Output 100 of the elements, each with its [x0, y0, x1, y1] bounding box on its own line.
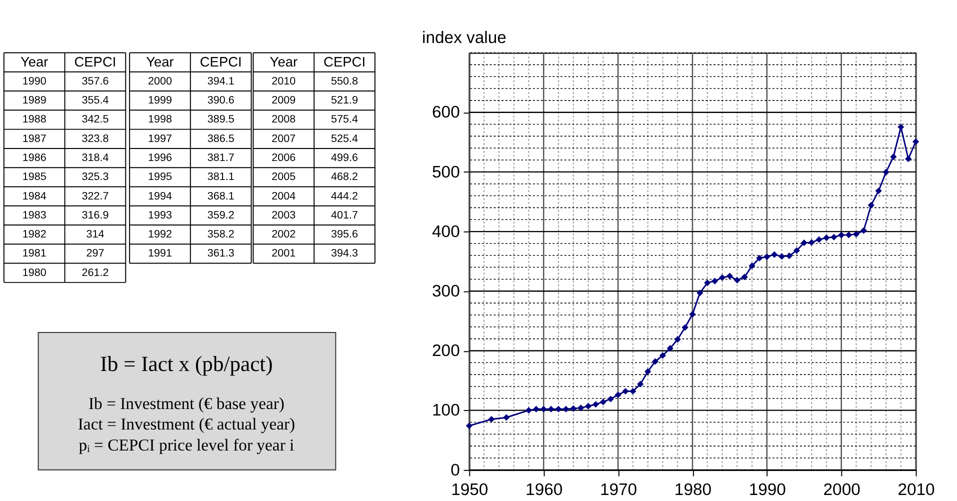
text: 550.8	[331, 75, 358, 88]
text: 1996	[148, 152, 172, 164]
text: 1980	[22, 266, 46, 279]
point	[800, 240, 808, 246]
point	[548, 406, 554, 412]
point	[466, 422, 472, 430]
point	[741, 274, 748, 280]
point	[771, 251, 778, 258]
text: 2008	[272, 114, 296, 126]
point	[734, 276, 740, 284]
text: 389.5	[207, 114, 234, 126]
x-tick-label: 1960	[526, 480, 563, 499]
text: 323.8	[82, 132, 109, 145]
text: Year	[20, 54, 49, 70]
y-tick-label: 600	[432, 102, 460, 122]
text: CEPCI	[200, 54, 242, 70]
text: 2002	[272, 228, 296, 241]
text: 318.4	[82, 152, 109, 164]
y-tick-label: 200	[432, 341, 460, 360]
text: 499.6	[331, 152, 358, 164]
text: 316.9	[82, 209, 109, 222]
point	[532, 406, 540, 412]
text: 395.6	[331, 228, 358, 241]
point	[696, 290, 704, 296]
text: 381.7	[207, 152, 234, 164]
text: 444.2	[331, 190, 358, 202]
point	[764, 254, 770, 260]
text: 1988	[22, 114, 46, 126]
text: 1983	[22, 209, 46, 222]
point	[793, 247, 800, 254]
point	[816, 236, 822, 243]
point	[718, 274, 726, 281]
point	[786, 252, 793, 260]
text: 525.4	[331, 132, 358, 145]
y-tick-label: 100	[432, 400, 460, 420]
x-tick-label: 1970	[600, 480, 638, 499]
point	[630, 388, 636, 395]
y-tick-label: 500	[432, 162, 460, 182]
text: 1990	[22, 75, 46, 88]
point	[689, 310, 696, 318]
point	[659, 352, 666, 359]
x-tick-label: 2000	[823, 480, 860, 499]
point	[682, 324, 688, 331]
text: 2005	[272, 171, 296, 184]
text: 1995	[148, 171, 172, 184]
point	[622, 388, 629, 395]
point	[860, 227, 867, 234]
text: pᵢ = CEPCI price level for year i	[78, 435, 295, 454]
text: 386.5	[207, 132, 234, 145]
text: 394.1	[207, 75, 234, 88]
text: Ib = Investment (€ base year)	[88, 394, 284, 414]
text: 361.3	[207, 248, 234, 260]
point	[592, 401, 600, 408]
point	[540, 406, 547, 412]
point	[845, 232, 852, 238]
text: 358.2	[207, 228, 234, 241]
text: 1994	[148, 190, 172, 202]
text: 322.7	[82, 190, 109, 202]
text: 359.2	[207, 209, 234, 222]
text: 342.5	[82, 114, 109, 126]
point	[898, 124, 904, 130]
text: 297	[86, 248, 104, 260]
text: 521.9	[331, 94, 358, 107]
point	[600, 398, 606, 406]
point	[890, 154, 897, 160]
text: 381.1	[207, 171, 234, 184]
text: 1989	[22, 94, 46, 107]
text: 325.3	[82, 171, 109, 184]
point	[852, 230, 860, 238]
text: 1986	[22, 152, 46, 164]
point	[674, 336, 681, 343]
point	[756, 254, 763, 262]
text: 1998	[148, 114, 172, 126]
point	[868, 202, 874, 208]
point	[905, 156, 912, 162]
text: 357.6	[82, 75, 109, 88]
point	[808, 239, 815, 246]
text: 2003	[272, 209, 296, 222]
text: 2000	[148, 75, 172, 88]
x-tick-label: 1990	[748, 480, 786, 499]
text: CEPCI	[324, 54, 366, 70]
text: 1982	[22, 228, 46, 241]
point	[555, 406, 562, 412]
point	[614, 392, 622, 398]
point	[652, 358, 659, 365]
text: 368.1	[207, 190, 234, 202]
text: 2006	[272, 152, 296, 164]
point	[637, 380, 644, 388]
point	[838, 232, 845, 238]
point	[570, 405, 577, 412]
text: 390.6	[207, 94, 234, 107]
point	[712, 278, 718, 284]
text: 1993	[148, 209, 172, 222]
text: CEPCI	[74, 54, 116, 70]
text: 468.2	[331, 171, 358, 184]
point	[704, 279, 711, 286]
y-tick-label: 300	[432, 282, 460, 301]
text: 314	[86, 228, 104, 241]
point	[666, 345, 674, 352]
text: 2010	[272, 75, 296, 88]
